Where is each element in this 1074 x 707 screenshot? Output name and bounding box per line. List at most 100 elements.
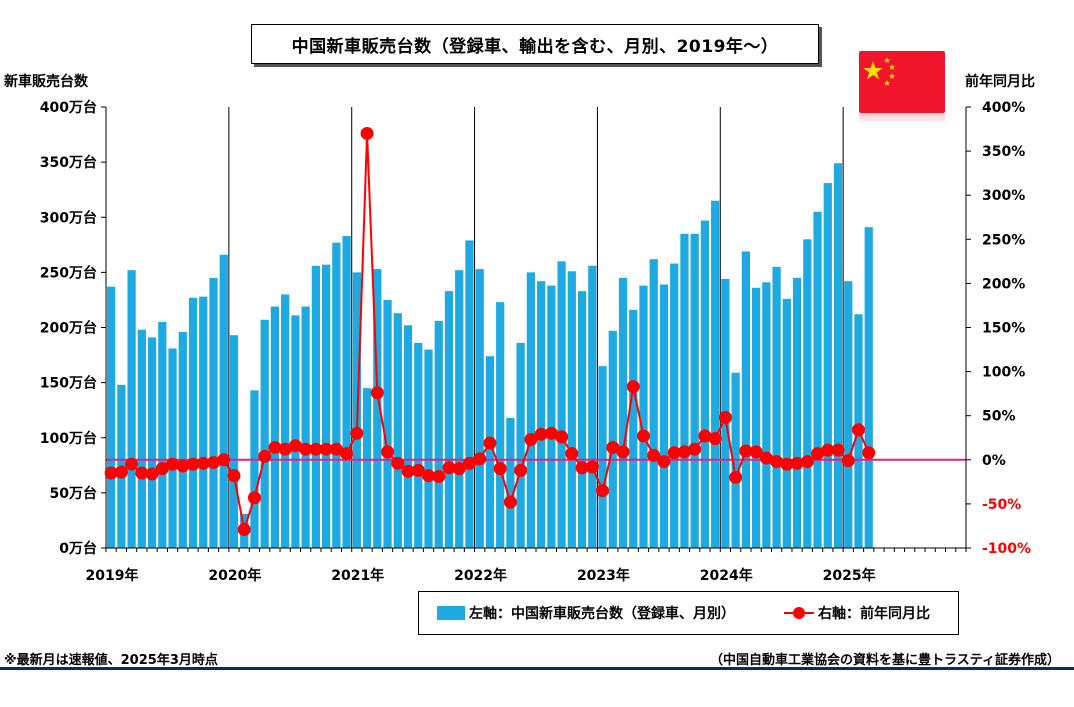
yoy-point — [176, 459, 190, 473]
flag-reflection — [859, 113, 945, 125]
yoy-point — [708, 432, 722, 446]
right-tick-label: 100% — [982, 365, 1025, 381]
bar — [301, 306, 310, 548]
yoy-point — [319, 442, 333, 456]
yoy-point — [401, 464, 415, 478]
left-tick-label: 400万台 — [40, 99, 97, 116]
yoy-point — [749, 445, 763, 459]
yoy-point — [862, 446, 876, 460]
bar — [577, 291, 587, 548]
yoy-point — [811, 447, 825, 461]
chart-legend: 左軸：中国新車販売台数（登録車、月別） 右軸：前年同月比 — [418, 591, 959, 635]
yoy-point — [135, 466, 149, 480]
yoy-point — [462, 456, 476, 470]
bar — [281, 294, 290, 548]
bar — [434, 320, 443, 548]
yoy-point — [852, 423, 865, 437]
legend-bar-label: 左軸：中国新車販売台数（登録車、月別） — [469, 606, 735, 622]
yoy-point — [565, 447, 579, 461]
left-tick-label: 200万台 — [40, 320, 97, 337]
x-tick-label: 2022年 — [454, 567, 507, 584]
right-tick-label: 350% — [982, 144, 1025, 160]
yoy-point — [637, 429, 650, 443]
right-tick-label: 250% — [982, 232, 1025, 248]
left-tick-label: 100万台 — [40, 430, 97, 447]
bar — [670, 263, 679, 548]
bar — [629, 309, 638, 548]
bar — [178, 331, 187, 548]
bar — [844, 281, 853, 548]
bar — [147, 337, 157, 548]
yoy-point — [329, 442, 343, 456]
yoy-point — [544, 426, 558, 440]
bar — [608, 330, 617, 548]
x-tick-label: 2019年 — [86, 567, 139, 584]
bar — [322, 264, 331, 548]
left-tick-label: 250万台 — [40, 264, 97, 281]
bar — [127, 270, 136, 548]
bar — [833, 163, 843, 549]
yoy-point — [391, 456, 405, 470]
bar — [137, 329, 146, 548]
yoy-point — [258, 449, 272, 463]
bar — [537, 281, 546, 548]
bar — [485, 356, 495, 548]
yoy-point — [196, 456, 210, 470]
yoy-point — [104, 466, 118, 480]
yoy-point — [688, 442, 702, 456]
x-tick-label: 2023年 — [577, 567, 630, 584]
yoy-point — [227, 469, 241, 483]
bar — [107, 286, 116, 548]
x-tick-label: 2025年 — [823, 567, 876, 584]
yoy-point — [145, 467, 159, 481]
right-tick-label: 400% — [982, 100, 1025, 116]
yoy-point — [340, 447, 354, 461]
left-axis-title: 新車販売台数 — [4, 74, 88, 90]
bar — [557, 261, 566, 548]
yoy-point — [667, 446, 681, 460]
bar — [618, 277, 628, 548]
yoy-point — [821, 443, 835, 457]
right-tick-label: 50% — [982, 409, 1016, 425]
legend-line-label: 右軸：前年同月比 — [818, 606, 930, 622]
yoy-point — [125, 457, 139, 471]
yoy-point — [411, 463, 425, 477]
bar — [168, 348, 177, 548]
bar — [209, 277, 218, 548]
bar — [690, 233, 699, 548]
bar — [792, 277, 802, 548]
left-tick-label: 50万台 — [50, 485, 97, 502]
bar — [229, 335, 239, 548]
bar — [772, 266, 781, 548]
bar — [373, 269, 382, 548]
yoy-point — [493, 462, 507, 476]
x-tick-label: 2021年 — [331, 567, 384, 584]
bar — [803, 239, 812, 549]
bar — [362, 388, 372, 548]
bar — [393, 313, 402, 548]
yoy-point — [759, 451, 773, 465]
footnote-source: （中国自動車工業協会の資料を基に豊トラスティ証券作成） — [710, 653, 1060, 668]
bar — [741, 251, 750, 549]
yoy-point — [268, 440, 282, 454]
bar — [158, 321, 167, 548]
x-tick-label: 2020年 — [208, 567, 261, 584]
china-flag-icon — [859, 51, 945, 113]
yoy-point — [524, 433, 538, 447]
yoy-point — [247, 491, 261, 505]
yoy-point — [114, 465, 128, 479]
yoy-point — [657, 455, 671, 469]
right-tick-label: 300% — [982, 188, 1025, 204]
yoy-point — [790, 456, 804, 470]
bar — [506, 417, 515, 548]
bar — [864, 227, 873, 549]
bar — [782, 298, 791, 548]
yoy-point — [422, 469, 435, 483]
yoy-point — [718, 410, 732, 424]
yoy-point — [647, 448, 661, 462]
legend-line-swatch — [784, 606, 814, 620]
yoy-point — [207, 455, 220, 469]
yoy-point — [800, 455, 814, 469]
footnote-left: ※最新月は速報値、2025年3月時点 — [4, 653, 218, 668]
bar — [649, 259, 658, 548]
